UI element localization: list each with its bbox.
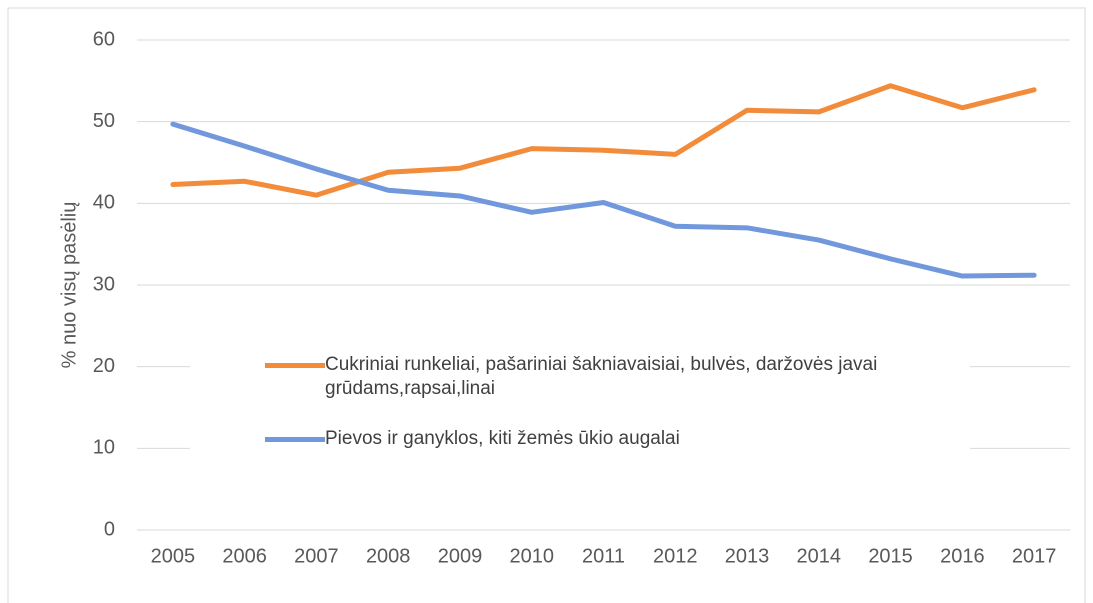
legend-label: Pievos ir ganyklos, kiti žemės ūkio auga… [325,428,680,449]
legend-entry: Cukriniai runkeliai, pašariniai šakniava… [265,353,970,401]
series-line [170,121,1037,279]
y-tick-label: 50 [93,110,115,132]
x-tick-label: 2009 [438,545,483,567]
x-tick-label: 2006 [222,545,267,567]
x-tick-label: 2014 [797,545,842,567]
x-tick-label: 2015 [868,545,913,567]
x-tick-label: 2010 [509,545,554,567]
x-tick-label: 2011 [582,545,625,567]
legend-entry: Pievos ir ganyklos, kiti žemės ūkio auga… [265,427,970,451]
x-tick-label: 2008 [366,545,411,567]
y-axis-label: % nuo visų pasėlių [58,202,80,369]
y-tick-label: 0 [104,518,115,540]
y-tick-label: 10 [93,437,115,459]
x-tick-label: 2016 [940,545,985,567]
legend-swatch [265,363,325,368]
y-tick-label: 60 [93,28,115,50]
chart-border [7,7,1086,603]
x-tick-label: 2012 [653,545,698,567]
x-tick-label: 2017 [1012,545,1057,567]
y-tick-label: 30 [93,273,115,295]
legend-swatch [265,437,325,442]
y-tick-label: 20 [93,355,115,377]
series-line [170,83,1037,198]
legend: Cukriniai runkeliai, pašariniai šakniava… [190,345,970,463]
x-tick-label: 2007 [294,545,339,567]
y-tick-label: 40 [93,192,115,214]
legend-label: Cukriniai runkeliai, pašariniai šakniava… [325,354,878,399]
x-tick-label: 2013 [725,545,770,567]
x-tick-label: 2005 [151,545,196,567]
